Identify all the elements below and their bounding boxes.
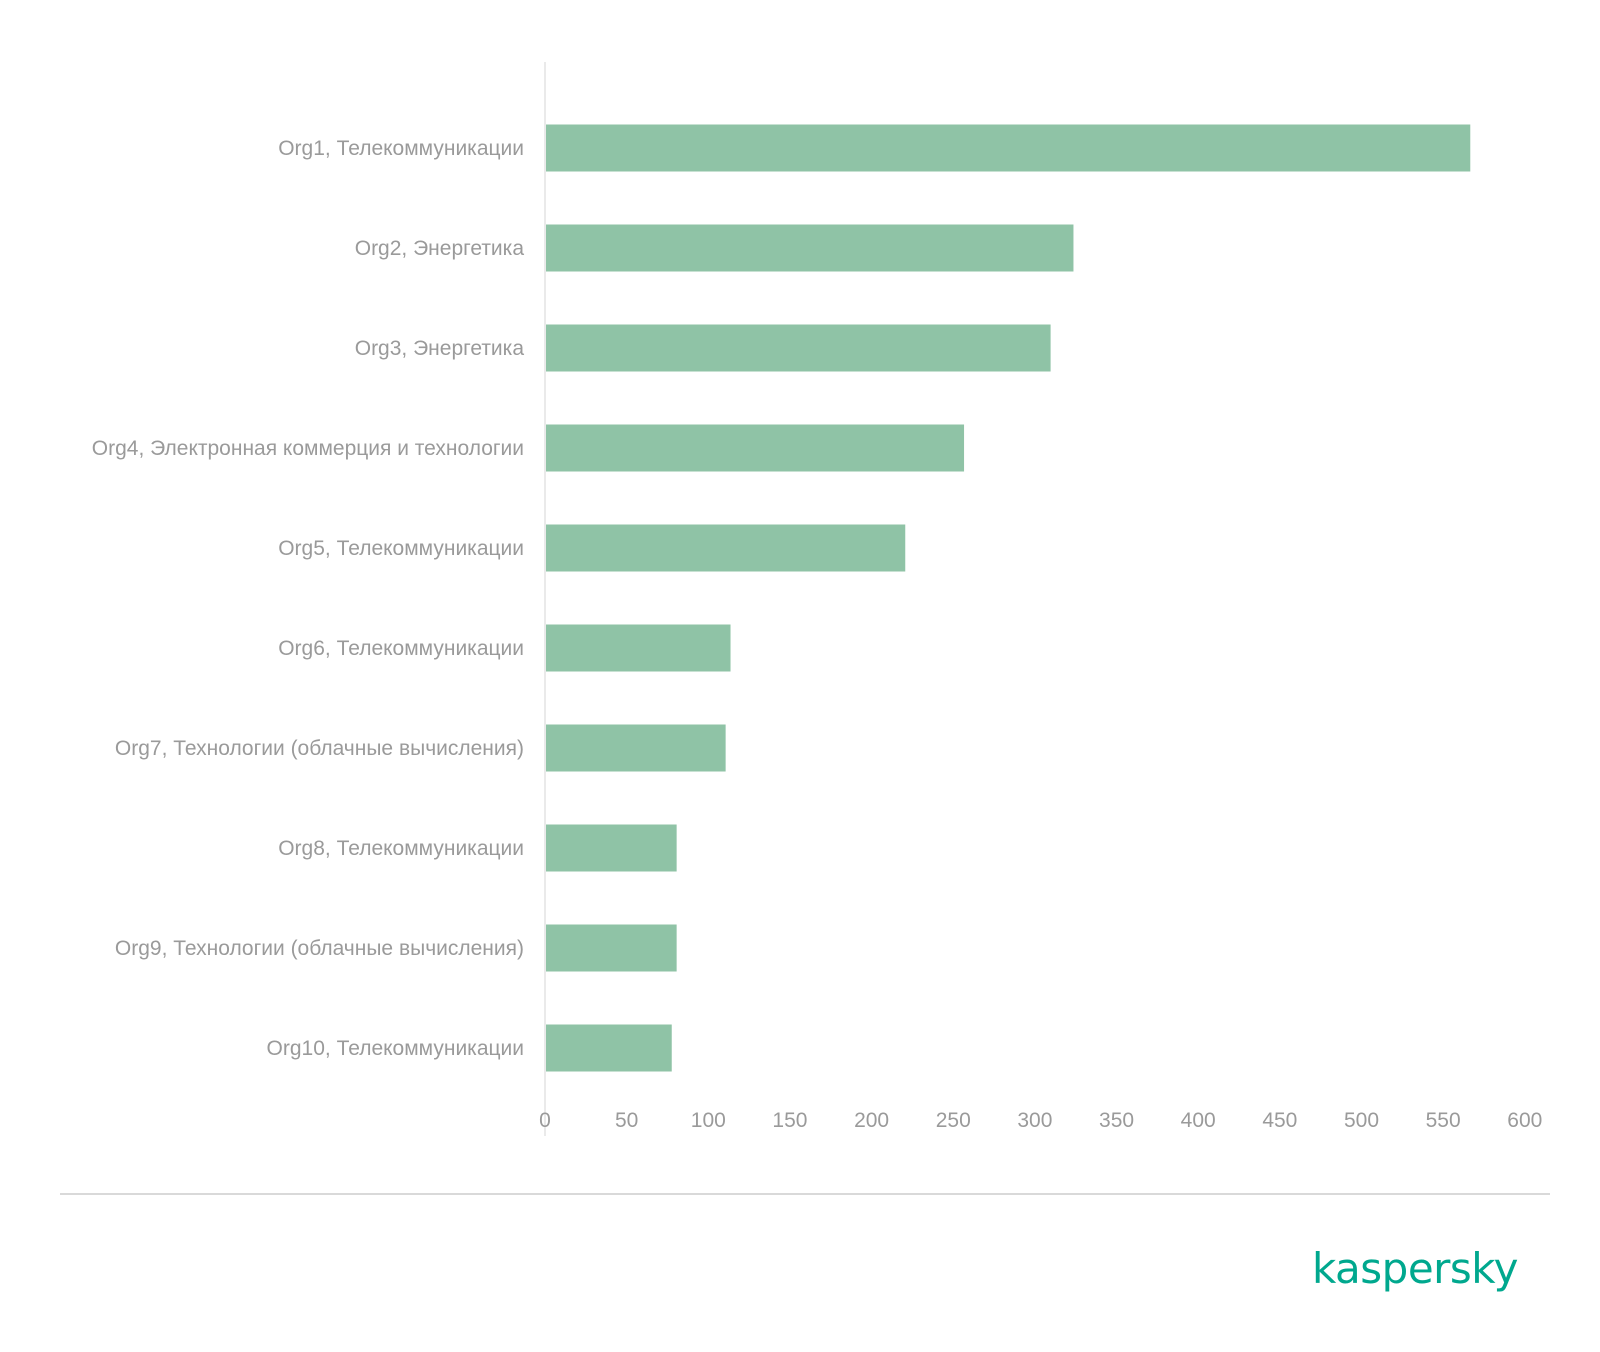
category-label: Org8, Телекоммуникации xyxy=(278,837,524,860)
category-label: Org4, Электронная коммерция и технологии xyxy=(92,437,524,460)
x-tick-label: 200 xyxy=(854,1109,889,1132)
category-label: Org6, Телекоммуникации xyxy=(278,637,524,660)
x-tick-label: 100 xyxy=(691,1109,726,1132)
category-label: Org5, Телекоммуникации xyxy=(278,537,524,560)
x-tick-label: 150 xyxy=(772,1109,807,1132)
category-label: Org2, Энергетика xyxy=(355,237,525,260)
footer-divider xyxy=(60,1193,1550,1195)
bar xyxy=(546,824,677,872)
x-tick-label: 500 xyxy=(1344,1109,1379,1132)
x-tick-label: 450 xyxy=(1262,1109,1297,1132)
bar xyxy=(546,324,1051,372)
category-label: Org7, Технологии (облачные вычисления) xyxy=(115,737,524,760)
x-tick-label: 350 xyxy=(1099,1109,1134,1132)
bar xyxy=(546,1024,672,1072)
bar xyxy=(546,624,731,672)
x-tick-label: 0 xyxy=(539,1109,551,1132)
x-tick-label: 550 xyxy=(1426,1109,1461,1132)
x-tick-label: 250 xyxy=(936,1109,971,1132)
bar xyxy=(546,424,965,472)
bar xyxy=(546,124,1471,172)
bar xyxy=(546,724,726,772)
x-tick-label: 300 xyxy=(1017,1109,1052,1132)
bar xyxy=(546,924,677,972)
bar-chart: Org1, Телекоммуникации Org2, Энергетика Or… xyxy=(92,62,1542,1136)
bar xyxy=(546,524,906,572)
category-label: Org10, Телекоммуникации xyxy=(267,1037,524,1060)
kaspersky-logo: kaspersky xyxy=(1311,1244,1519,1293)
x-tick-label: 400 xyxy=(1181,1109,1216,1132)
x-tick-label: 50 xyxy=(615,1109,638,1132)
category-label: Org9, Технологии (облачные вычисления) xyxy=(115,937,524,960)
bar xyxy=(546,224,1074,272)
x-tick-label: 600 xyxy=(1507,1109,1542,1132)
category-label: Org3, Энергетика xyxy=(355,337,525,360)
category-label: Org1, Телекоммуникации xyxy=(278,137,524,160)
